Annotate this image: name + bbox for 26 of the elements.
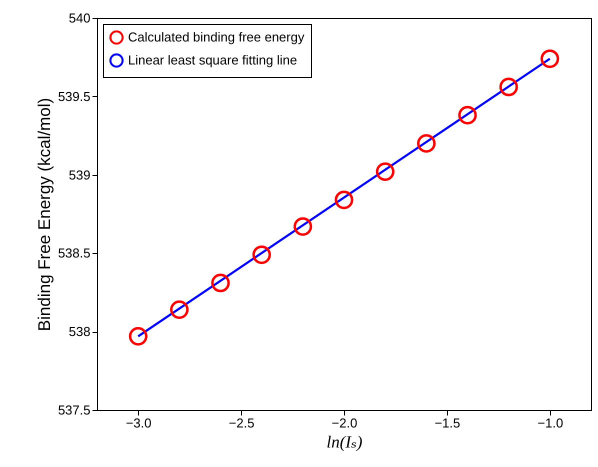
point: [458, 106, 477, 125]
point: [211, 274, 230, 292]
legend-label: Linear least square fitting line: [128, 52, 298, 68]
point: [540, 49, 560, 68]
point: [128, 327, 148, 346]
y-tick-label: 538: [68, 324, 90, 340]
point: [499, 78, 518, 96]
y-tick-label: 538.5: [58, 246, 90, 261]
x-tick-label: −1.5: [434, 416, 460, 430]
x-axis-title: ln(Iₛ): [326, 432, 363, 452]
y-tick-label: 539.5: [58, 88, 90, 104]
legend-label: Calculated binding free energy: [128, 30, 305, 44]
point: [417, 134, 436, 153]
y-tick-label: 540: [68, 10, 90, 26]
x-tick-label: −2.5: [228, 416, 254, 430]
y-axis-title: Binding Free Energy (kcal/mol): [34, 98, 54, 332]
point: [252, 245, 271, 264]
point: [294, 217, 312, 236]
x-tick-label: −2.0: [332, 416, 358, 430]
point: [376, 162, 394, 181]
point: [170, 300, 189, 319]
y-tick-label: 537.5: [58, 402, 90, 418]
x-tick-label: −1.0: [537, 416, 564, 430]
x-tick-label: −3.0: [126, 416, 152, 430]
y-tick-label: 539: [68, 167, 90, 182]
point: [334, 190, 354, 210]
